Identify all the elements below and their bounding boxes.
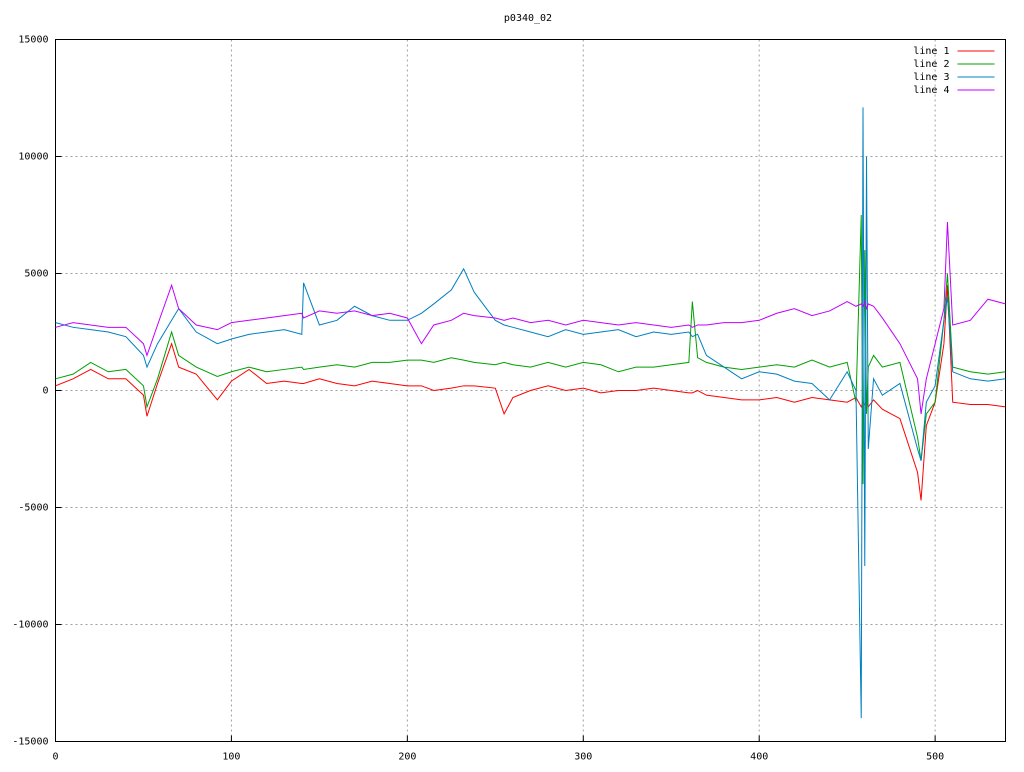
plot-frame xyxy=(55,39,1006,742)
y-tick-label: -5000 xyxy=(18,503,48,514)
y-tick-label: 0 xyxy=(42,386,48,397)
y-tick-label: 10000 xyxy=(18,152,48,163)
chart-title: p0340_02 xyxy=(504,13,552,24)
y-tick-label: 5000 xyxy=(24,269,48,280)
data-line xyxy=(55,285,1006,501)
y-tick-label: -15000 xyxy=(12,737,48,748)
x-tick-label: 300 xyxy=(574,752,592,763)
data-line xyxy=(55,214,1006,485)
y-tick-label: 15000 xyxy=(18,35,48,46)
data-line xyxy=(55,221,1006,414)
legend-label: line 3 xyxy=(913,72,949,83)
y-tick-label: -10000 xyxy=(12,620,48,631)
x-tick-label: 400 xyxy=(750,752,768,763)
legend-label: line 4 xyxy=(913,85,949,96)
data-line xyxy=(55,107,1006,719)
legend-label: line 2 xyxy=(913,59,949,70)
x-tick-label: 500 xyxy=(926,752,944,763)
legend-label: line 1 xyxy=(913,46,949,57)
x-tick-label: 200 xyxy=(398,752,416,763)
x-tick-label: 100 xyxy=(222,752,240,763)
x-tick-label: 0 xyxy=(52,752,58,763)
